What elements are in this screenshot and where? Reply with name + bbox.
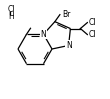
Text: N: N: [41, 30, 46, 39]
Text: H: H: [8, 11, 14, 20]
Text: Cl: Cl: [88, 18, 96, 27]
Text: N: N: [66, 41, 72, 50]
Text: Br: Br: [62, 10, 70, 19]
Text: Cl: Cl: [8, 4, 16, 13]
Text: Cl: Cl: [88, 30, 96, 39]
